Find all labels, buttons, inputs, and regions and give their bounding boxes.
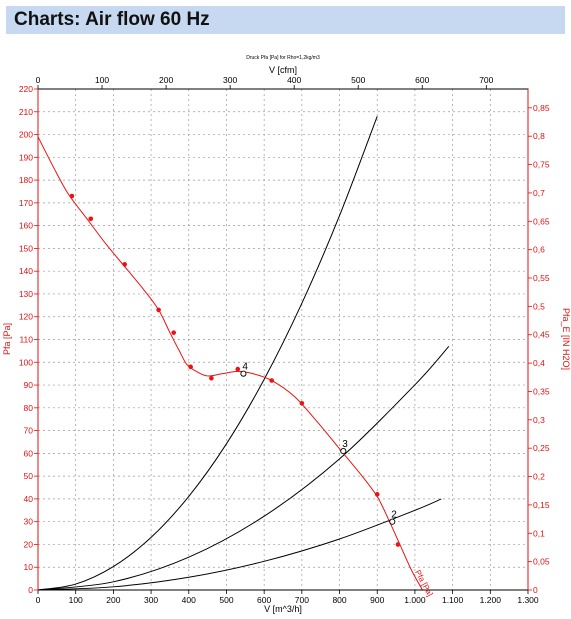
x2-tick-label: 200 [159,75,173,85]
system-curve-line [37,346,450,591]
x-tick-label: 400 [182,595,196,605]
x2-tick-label: 300 [223,75,237,85]
x2-tick-label: 600 [415,75,429,85]
axes: 0 100 200 300 400 500 600 700 800 900 1.000 1.100 1.… [19,75,550,605]
x2-tick-label: 100 [95,75,109,85]
y-tick-label: 170 [19,198,33,208]
y2-tick-label: 0,15 [533,500,550,510]
y-tick-label: 130 [19,289,33,299]
y-tick-label: 220 [19,84,33,94]
chart-header-bar: Charts: Air flow 60 Hz [6,6,565,34]
fan-curve-marker [188,364,193,370]
y-tick-label: 190 [19,152,33,162]
fan-curve-marker [235,366,241,372]
y2-axis-label: Pfa_E [IN H2O] [561,308,571,370]
operating-points: 4 3 2 [240,362,397,525]
operating-point-marker [389,518,396,525]
x-tick-label: 500 [219,595,233,605]
y2-tick-label: 0,65 [533,216,550,226]
y-tick-label: 200 [19,130,33,140]
y2-tick-label: 0,3 [533,415,545,425]
y2-tick-label: 0,5 [533,301,545,311]
y2-tick-label: 0,8 [533,131,545,141]
y2-tick-label: 0,6 [533,245,545,255]
x2-tick-label: 500 [351,75,365,85]
system-curves [37,116,450,591]
x2-tick-label: 700 [479,75,493,85]
y2-tick-label: 0 [533,585,538,595]
fan-curve-marker [374,492,380,497]
y-tick-label: 30 [24,517,34,527]
y-tick-label: 20 [24,539,34,549]
fan-curve-marker [171,330,176,335]
fan-curve-marker [88,216,94,222]
y2-tick-label: 0,75 [533,160,550,170]
fan-curve-marker [122,262,127,267]
y-tick-label: 210 [19,107,33,117]
x-axis-label: V [m^3/h] [264,604,302,614]
x-tick-label: 1.200 [480,595,502,605]
page-title: Charts: Air flow 60 Hz [14,9,210,30]
x-tick-label: 900 [370,595,384,605]
x2-tick-label: 0 [36,75,41,85]
y2-tick-label: 0,4 [533,358,545,368]
chart-title: Druck Pfa [Pa] for Rho=1,2kg/m3 [246,55,320,61]
fan-chart: Pfa [Pa] 432 0 100 200 300 400 500 600 700 800 90… [2,55,571,614]
y-tick-label: 160 [19,221,33,231]
y2-tick-label: 0,55 [533,273,550,283]
system-curve-line [37,498,442,591]
y2-tick-label: 0,45 [533,330,550,340]
x-tick-label: 100 [69,595,83,605]
x-tick-label: 800 [332,595,346,605]
x2-axis-label: V [cfm] [269,65,297,75]
fan-curve-marker [69,193,75,199]
y2-tick-label: 0,25 [533,443,550,453]
fan-curve-marker [299,400,305,406]
x-tick-label: 1.000 [404,595,426,605]
y2-tick-label: 0,85 [533,103,550,113]
y-tick-label: 50 [24,471,34,481]
y-tick-label: 60 [24,448,34,458]
operating-point-label: 4 [242,362,248,373]
x-tick-label: 200 [106,595,120,605]
y2-tick-label: 0,05 [533,557,550,567]
x-tick-label: 1.100 [442,595,464,605]
y-tick-label: 90 [24,380,34,390]
operating-point-marker [240,370,247,377]
y-tick-label: 120 [19,312,33,322]
x-tick-label: 1.300 [517,595,539,605]
y-tick-label: 180 [19,175,33,185]
y-tick-label: 110 [19,335,33,345]
operating-point-label: 2 [391,510,397,521]
x-tick-label: 700 [295,595,309,605]
system-curve-line [37,116,378,591]
y-tick-label: 100 [19,357,33,367]
y2-tick-label: 0,2 [533,472,545,482]
y-axis-label: Pfa [Pa] [2,323,12,355]
y2-tick-label: 0,1 [533,528,545,538]
fan-curve-marker [395,542,401,547]
y-tick-label: 0 [28,585,33,595]
x-tick-label: 600 [257,595,271,605]
y-tick-label: 140 [19,266,33,276]
fan-curve-marker [209,375,214,381]
fan-curve-marker [269,378,274,383]
x-tick-label: 0 [36,595,41,605]
x2-tick-label: 400 [287,75,301,85]
operating-point-marker [340,448,347,455]
y-tick-label: 70 [24,426,34,436]
y2-tick-label: 0,7 [533,188,545,198]
y-tick-label: 40 [24,494,34,504]
x-tick-label: 300 [144,595,158,605]
y2-tick-label: 0,35 [533,386,550,396]
y-tick-label: 150 [19,243,33,253]
operating-point-label: 3 [342,439,348,450]
y-tick-label: 10 [24,562,34,572]
y-tick-label: 80 [24,403,34,413]
fan-curve-marker [156,307,161,313]
